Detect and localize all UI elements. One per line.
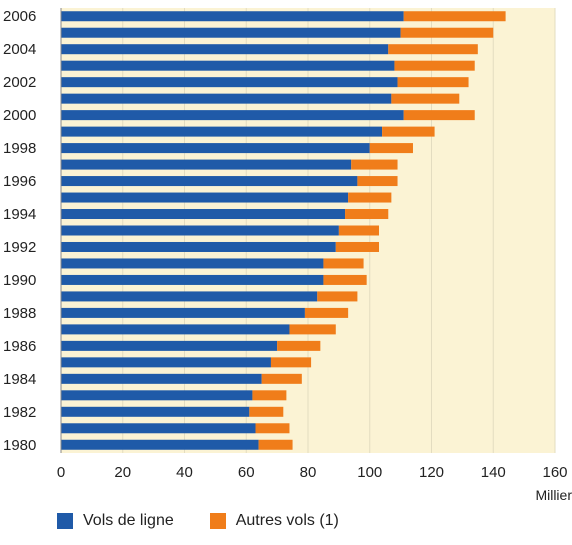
y-tick-label: 1990	[3, 272, 36, 289]
y-tick-label: 1992	[3, 239, 36, 256]
bar-vols-de-ligne	[61, 390, 253, 401]
bar-vols-de-ligne	[61, 11, 404, 22]
legend-label: Autres vols (1)	[235, 512, 339, 529]
bar-vols-de-ligne	[61, 439, 259, 450]
legend: Vols de ligne Autres vols (1)	[57, 512, 339, 530]
y-tick-label: 1984	[3, 371, 36, 388]
x-axis-label: Millier	[535, 487, 572, 503]
bar-vols-de-ligne	[61, 27, 401, 38]
bar-autres-vols	[255, 423, 290, 434]
x-tick-label: 60	[238, 464, 255, 481]
bar-autres-vols	[277, 340, 321, 351]
bar-vols-de-ligne	[61, 340, 278, 351]
bar-autres-vols	[317, 291, 358, 302]
bar-autres-vols	[397, 77, 469, 88]
bar-vols-de-ligne	[61, 291, 318, 302]
x-tick-label: 40	[176, 464, 193, 481]
bar-autres-vols	[323, 258, 364, 269]
bar-autres-vols	[391, 93, 460, 104]
bar-autres-vols	[351, 159, 398, 170]
bar-autres-vols	[403, 11, 506, 22]
bar-autres-vols	[403, 110, 475, 121]
bars	[61, 11, 506, 450]
bar-autres-vols	[388, 44, 478, 55]
bar-autres-vols	[345, 209, 389, 220]
legend-swatch-orange	[209, 513, 226, 529]
x-axis-ticks: 0 20 40 60 80 100 120 140 160	[57, 464, 568, 481]
bar-vols-de-ligne	[61, 126, 383, 137]
bar-autres-vols	[304, 307, 349, 318]
bar-vols-de-ligne	[61, 176, 358, 187]
x-tick-label: 140	[481, 464, 506, 481]
legend-swatch-blue	[57, 513, 73, 529]
bar-vols-de-ligne	[61, 77, 398, 88]
bar-autres-vols	[394, 60, 475, 71]
bar-vols-de-ligne	[61, 60, 395, 71]
x-tick-label: 120	[419, 464, 444, 481]
bar-autres-vols	[348, 192, 392, 203]
y-tick-label: 2002	[3, 74, 36, 91]
y-tick-label: 2006	[3, 8, 36, 25]
bar-autres-vols	[335, 241, 380, 252]
bar-vols-de-ligne	[61, 192, 349, 203]
y-tick-label: 1988	[3, 305, 36, 322]
y-tick-label: 1982	[3, 404, 36, 421]
y-tick-label: 2004	[3, 41, 36, 58]
x-tick-label: 80	[300, 464, 317, 481]
bar-vols-de-ligne	[61, 93, 392, 104]
bar-vols-de-ligne	[61, 357, 271, 368]
y-tick-label: 1986	[3, 338, 36, 355]
legend-item-autres-vols: Autres vols (1)	[209, 512, 339, 530]
bar-autres-vols	[261, 373, 302, 384]
bar-vols-de-ligne	[61, 143, 370, 154]
bar-autres-vols	[249, 406, 284, 417]
y-tick-label: 1980	[3, 437, 36, 454]
y-tick-label: 2000	[3, 107, 36, 124]
legend-label: Vols de ligne	[83, 512, 174, 529]
bar-autres-vols	[369, 143, 413, 154]
y-tick-label: 1996	[3, 173, 36, 190]
y-tick-label: 1994	[3, 206, 36, 223]
bar-vols-de-ligne	[61, 324, 290, 335]
bar-vols-de-ligne	[61, 373, 262, 384]
bar-vols-de-ligne	[61, 274, 324, 285]
bar-vols-de-ligne	[61, 44, 389, 55]
bar-vols-de-ligne	[61, 225, 339, 236]
bar-vols-de-ligne	[61, 241, 336, 252]
bar-autres-vols	[289, 324, 336, 335]
bar-autres-vols	[382, 126, 435, 137]
y-axis-ticks: 2006 2004 2002 2000 1998 1996 1994 1992 1990 1988…	[3, 8, 36, 454]
bar-vols-de-ligne	[61, 159, 352, 170]
bar-autres-vols	[323, 274, 367, 285]
y-tick-label: 1998	[3, 140, 36, 157]
x-tick-label: 20	[114, 464, 131, 481]
bar-autres-vols	[338, 225, 380, 236]
bar-vols-de-ligne	[61, 209, 346, 220]
bar-autres-vols	[270, 357, 312, 368]
bar-vols-de-ligne	[61, 423, 256, 434]
bar-autres-vols	[357, 176, 398, 187]
bar-vols-de-ligne	[61, 307, 305, 318]
bar-autres-vols	[258, 439, 293, 450]
bar-vols-de-ligne	[61, 406, 250, 417]
bar-vols-de-ligne	[61, 110, 404, 121]
bar-vols-de-ligne	[61, 258, 324, 269]
legend-item-vols-de-ligne: Vols de ligne	[57, 512, 174, 530]
bar-autres-vols	[252, 390, 287, 401]
bar-autres-vols	[400, 27, 494, 38]
x-tick-label: 0	[57, 464, 65, 481]
x-tick-label: 100	[357, 464, 382, 481]
x-tick-label: 160	[542, 464, 567, 481]
